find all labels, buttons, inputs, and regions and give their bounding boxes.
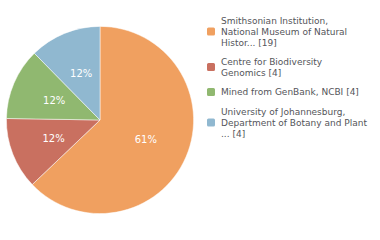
svg-text:Centre for Biodiversity: Centre for Biodiversity [221, 57, 323, 67]
svg-text:Histor... [19]: Histor... [19] [221, 38, 277, 48]
svg-text:Mined from GenBank, NCBI [4]: Mined from GenBank, NCBI [4] [221, 87, 359, 97]
svg-text:Smithsonian Institution,: Smithsonian Institution, [221, 16, 328, 26]
svg-text:12%: 12% [42, 133, 64, 144]
svg-text:61%: 61% [135, 134, 157, 145]
svg-text:12%: 12% [70, 68, 92, 79]
svg-text:... [4]: ... [4] [221, 129, 245, 139]
svg-text:University of Johannesburg,: University of Johannesburg, [221, 107, 345, 117]
svg-text:Department of Botany and Plant: Department of Botany and Plant [221, 118, 367, 128]
svg-text:12%: 12% [43, 95, 65, 106]
svg-text:National Museum of Natural: National Museum of Natural [221, 27, 347, 37]
svg-text:Genomics [4]: Genomics [4] [221, 68, 281, 78]
